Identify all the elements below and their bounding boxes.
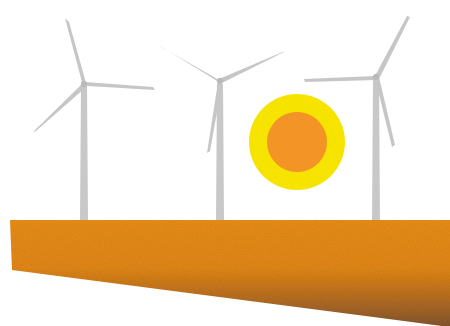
wind-turbine-middle bbox=[158, 45, 285, 221]
turbine-blade bbox=[304, 76, 377, 82]
ground bbox=[10, 220, 450, 326]
turbine-hub bbox=[372, 73, 380, 81]
turbine-blade bbox=[158, 45, 222, 84]
turbine-blade bbox=[33, 84, 85, 132]
turbine-blade bbox=[219, 51, 285, 83]
turbine-hub bbox=[80, 80, 88, 88]
turbine-blade bbox=[375, 77, 395, 147]
turbine-tower bbox=[372, 80, 380, 221]
turbine-hub bbox=[216, 77, 224, 85]
turbine-tower bbox=[80, 85, 88, 220]
turbine-blade bbox=[207, 82, 222, 153]
turbine-tower bbox=[216, 84, 224, 221]
wind-turbine-left bbox=[33, 18, 155, 220]
wind-turbine-right bbox=[304, 16, 410, 221]
turbine-blade bbox=[85, 82, 155, 90]
sun bbox=[249, 94, 345, 190]
turbine-blade bbox=[65, 18, 86, 83]
turbine-blade bbox=[375, 16, 410, 79]
sun-core bbox=[267, 112, 327, 172]
